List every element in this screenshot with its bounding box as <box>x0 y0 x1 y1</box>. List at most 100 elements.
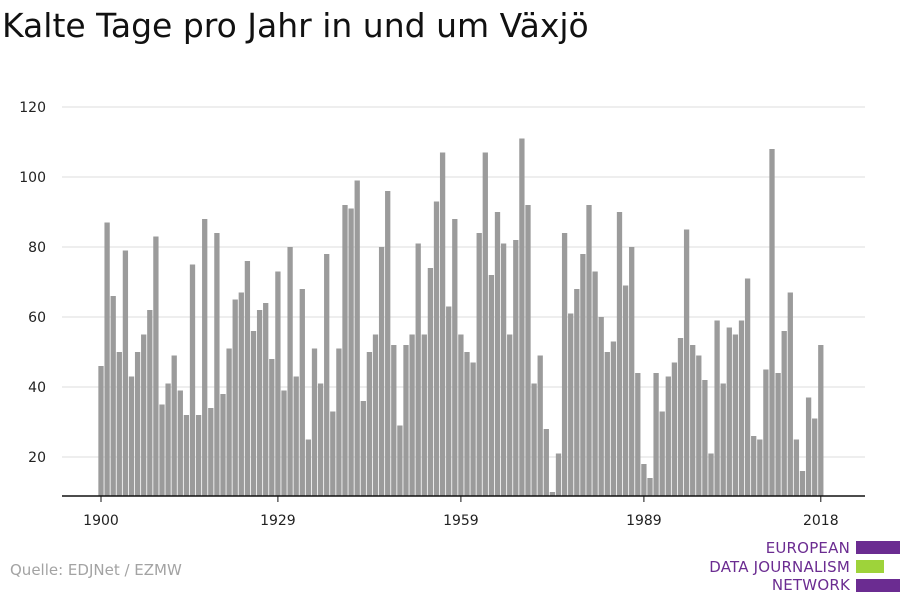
y-tick-label: 20 <box>28 450 46 466</box>
bar-1975 <box>555 453 562 496</box>
bar-1996 <box>683 229 690 496</box>
bar-1942 <box>354 180 360 496</box>
bar-1977 <box>568 313 574 496</box>
bar-1955 <box>433 201 440 496</box>
bar-1904 <box>122 250 129 496</box>
bar-2006 <box>744 278 751 496</box>
bar-1984 <box>610 341 617 496</box>
bar-1983 <box>604 352 610 496</box>
bar-1958 <box>452 219 458 496</box>
bar-1953 <box>421 334 427 496</box>
bar-1906 <box>134 352 141 496</box>
bar-1950 <box>403 345 409 496</box>
bar-1928 <box>269 359 275 496</box>
x-tick-label: 1929 <box>260 513 296 529</box>
bar-2017 <box>812 418 818 496</box>
bar-2000 <box>708 453 714 496</box>
bar-1922 <box>232 299 238 496</box>
bar-2009 <box>763 369 769 496</box>
bar-2008 <box>757 439 763 496</box>
bar-2012 <box>781 331 787 496</box>
bar-1921 <box>226 348 232 496</box>
bar-1948 <box>391 345 397 496</box>
bar-1934 <box>305 439 312 496</box>
bar-1941 <box>348 208 354 496</box>
bar-2014 <box>793 439 800 496</box>
bar-1949 <box>397 425 403 496</box>
bar-1982 <box>598 317 604 496</box>
bar-2002 <box>720 383 726 496</box>
bar-1935 <box>311 348 318 496</box>
bar-1999 <box>702 380 708 496</box>
bar-1956 <box>439 152 446 496</box>
bar-2015 <box>799 471 806 496</box>
bar-1965 <box>494 212 501 496</box>
bar-1993 <box>665 376 671 496</box>
bar-2018 <box>818 345 824 496</box>
bar-1990 <box>647 478 653 496</box>
bar-1967 <box>507 334 513 496</box>
bar-1903 <box>116 352 122 496</box>
bar-1938 <box>330 411 336 496</box>
logo-line-3: NETWORK <box>771 576 850 594</box>
bar-1924 <box>244 261 251 496</box>
bar-1968 <box>513 240 519 496</box>
x-tick-label: 2018 <box>803 513 839 529</box>
logo-line-1: EUROPEAN <box>765 539 850 557</box>
bar-1911 <box>165 383 171 496</box>
bar-1951 <box>409 334 415 496</box>
chart-title: Kalte Tage pro Jahr in und um Växjö <box>2 6 589 45</box>
bar-1905 <box>128 376 135 496</box>
bar-1964 <box>488 275 495 496</box>
bar-1909 <box>153 236 159 496</box>
y-tick-label: 120 <box>19 100 46 116</box>
logo-bar-top <box>856 541 900 554</box>
bar-1988 <box>635 373 641 496</box>
bar-1943 <box>360 401 366 496</box>
bar-1970 <box>525 205 531 496</box>
bar-1962 <box>476 233 482 496</box>
bar-1915 <box>189 264 196 496</box>
y-tick-label: 60 <box>28 310 46 326</box>
bar-1917 <box>202 219 208 496</box>
bar-2005 <box>738 320 745 496</box>
logo-line-2: DATA JOURNALISM <box>709 557 850 576</box>
bar-2004 <box>732 334 739 496</box>
bar-1914 <box>183 415 190 496</box>
bar-2010 <box>769 149 775 496</box>
bar-1987 <box>629 247 635 496</box>
bar-1974 <box>549 492 556 496</box>
bar-1926 <box>256 310 263 496</box>
bar-1989 <box>641 464 647 496</box>
bar-2001 <box>714 320 720 496</box>
axes: 20 40 60 80 100 120 1900 1929 1959 1989 2018 <box>19 100 865 529</box>
bar-1985 <box>616 212 623 496</box>
bar-1998 <box>696 355 702 496</box>
bar-1907 <box>141 334 147 496</box>
bar-1954 <box>427 268 434 496</box>
bar-1994 <box>671 362 678 496</box>
bar-1916 <box>195 415 202 496</box>
bar-1961 <box>470 362 476 496</box>
bar-1930 <box>281 390 287 496</box>
logo-bar-bottom <box>856 579 900 592</box>
bar-1972 <box>537 355 543 496</box>
bar-1981 <box>592 271 598 496</box>
logo-text: EUROPEAN DATA JOURNALISM NETWORK <box>709 539 850 595</box>
bar-1947 <box>385 191 391 496</box>
bar-1963 <box>482 152 488 496</box>
bar-1936 <box>317 383 324 496</box>
bar-2003 <box>726 327 732 496</box>
bar-1913 <box>177 390 183 496</box>
edjnet-logo: EUROPEAN DATA JOURNALISM NETWORK <box>706 539 900 595</box>
bar-1946 <box>378 247 385 496</box>
bar-1945 <box>372 334 379 496</box>
bar-1925 <box>250 331 257 496</box>
bar-1901 <box>104 222 110 496</box>
bar-2016 <box>805 397 812 496</box>
bar-1957 <box>446 306 452 496</box>
bar-1959 <box>458 334 464 496</box>
bar-1923 <box>238 292 244 496</box>
bar-1992 <box>659 411 665 496</box>
bars <box>98 138 824 496</box>
